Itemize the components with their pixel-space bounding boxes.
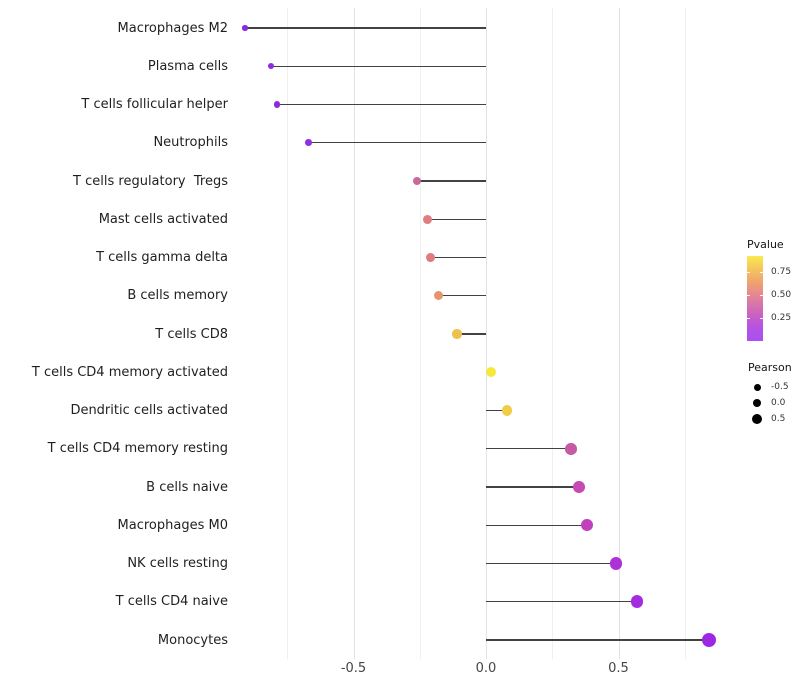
pvalue-colorbar-tick-label: 0.50 [771, 290, 792, 301]
pvalue-colorbar-tick-mark [747, 295, 750, 297]
x-minor-gridline [287, 8, 289, 659]
lollipop-segment [486, 448, 571, 450]
lollipop-dot [565, 442, 577, 455]
x-axis-tick-label: 0.0 [475, 661, 497, 676]
lollipop-dot [630, 595, 644, 609]
pearson-legend-label: -0.5 [771, 382, 789, 392]
lollipop-dot [486, 367, 497, 378]
lollipop-segment [486, 639, 709, 641]
row-label: Plasma cells [147, 58, 228, 74]
lollipop-dot [609, 557, 623, 570]
row-label: Macrophages M0 [117, 517, 228, 533]
row-label: T cells regulatory Tregs [73, 173, 228, 189]
lollipop-dot [701, 632, 716, 648]
lollipop-segment [430, 256, 486, 259]
lollipop-dot [425, 253, 435, 262]
x-axis-tick-label: -0.5 [340, 661, 367, 676]
lollipop-dot [502, 405, 513, 416]
x-minor-gridline [552, 8, 554, 659]
lollipop-segment [486, 409, 508, 412]
row-label: Mast cells activated [98, 211, 228, 227]
lollipop-dot [305, 139, 312, 147]
x-major-gridline [353, 8, 355, 659]
pvalue-colorbar-tick-label: 0.25 [771, 313, 792, 324]
row-label: T cells gamma delta [96, 250, 228, 265]
lollipop-dot [412, 176, 422, 186]
pearson-legend-title: Pearson [748, 361, 792, 374]
lollipop-segment [486, 486, 579, 488]
lollipop-segment [244, 27, 486, 29]
pvalue-colorbar-tick-mark [760, 318, 763, 320]
row-label: B cells memory [127, 288, 228, 304]
row-label: T cells follicular helper [81, 97, 228, 112]
lollipop-segment [456, 333, 486, 335]
lollipop-dot [433, 291, 443, 301]
x-major-gridline [486, 8, 487, 659]
row-label: T cells CD4 memory activated [31, 364, 228, 380]
row-label: Monocytes [157, 632, 228, 648]
row-label: T cells CD8 [155, 326, 228, 342]
lollipop-dot [572, 481, 585, 493]
lollipop-segment [438, 295, 486, 297]
lollipop-segment [486, 524, 587, 526]
lollipop-dot [273, 101, 280, 108]
lollipop-segment [276, 103, 486, 106]
pearson-legend-label: 0.5 [771, 414, 786, 424]
pvalue-colorbar-tick-mark [760, 295, 763, 297]
pearson-legend-dot [752, 398, 762, 408]
pearson-legend-label: 0.0 [771, 398, 786, 408]
pvalue-colorbar-tick-label: 0.75 [771, 267, 792, 278]
lollipop-segment [308, 142, 486, 144]
row-label: Dendritic cells activated [70, 403, 228, 418]
pearson-legend-dot [753, 383, 761, 391]
lollipop-dot [242, 25, 248, 31]
pvalue-colorbar-tick-mark [747, 272, 750, 274]
lollipop-segment [427, 218, 486, 220]
lollipop-dot [580, 519, 593, 532]
row-label: B cells naive [146, 479, 228, 495]
row-label: T cells CD4 memory resting [47, 441, 228, 457]
pvalue-colorbar-gradient [747, 256, 763, 341]
row-label: NK cells resting [127, 556, 228, 571]
pvalue-colorbar-tick-mark [760, 272, 763, 274]
x-axis-tick-label: 0.5 [608, 661, 629, 676]
lollipop-dot [268, 63, 275, 70]
lollipop-segment [417, 180, 486, 182]
pearson-legend-dot [751, 413, 763, 425]
lollipop-dot [452, 329, 462, 339]
lollipop-segment [486, 562, 616, 565]
row-label: T cells CD4 naive [115, 594, 228, 610]
lollipop-dot [423, 214, 433, 224]
pvalue-colorbar-tick-mark [747, 318, 750, 320]
row-label: Macrophages M2 [117, 20, 228, 36]
pvalue-legend-title: Pvalue [747, 238, 784, 251]
lollipop-segment [486, 601, 638, 603]
x-minor-gridline [419, 8, 421, 659]
lollipop-segment [271, 65, 486, 67]
x-major-gridline [618, 8, 620, 659]
row-label: Neutrophils [153, 135, 228, 151]
x-minor-gridline [684, 8, 686, 659]
